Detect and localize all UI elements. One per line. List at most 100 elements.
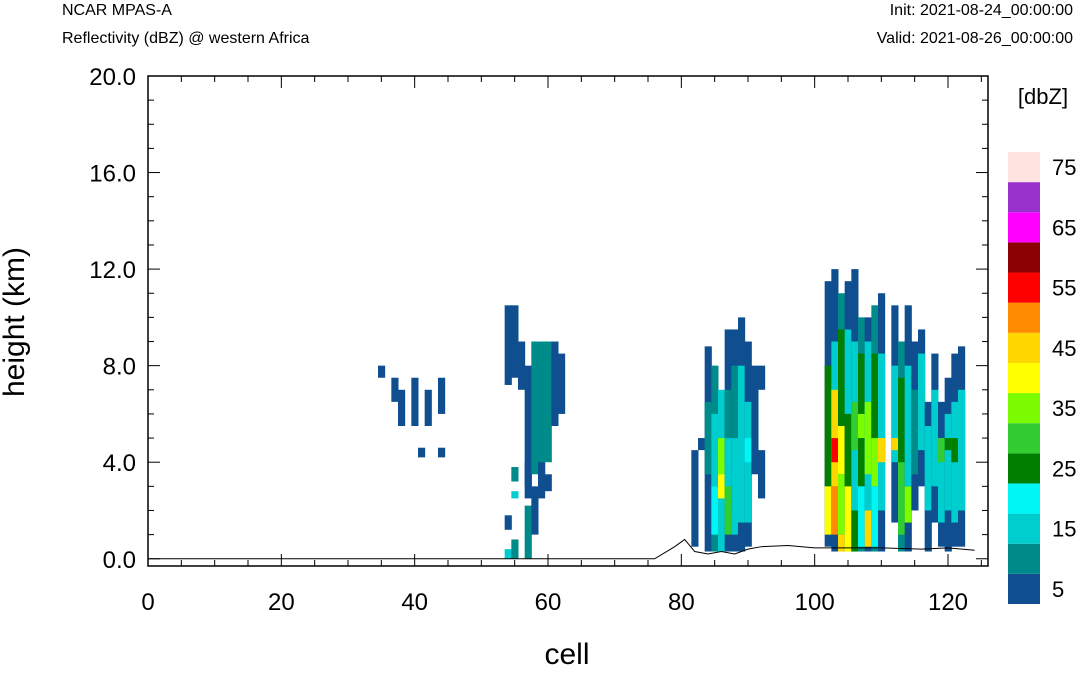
reflectivity-cell — [878, 353, 886, 511]
reflectivity-cell — [838, 329, 846, 439]
colorbar-swatch — [1008, 393, 1040, 424]
reflectivity-cell — [891, 438, 899, 451]
reflectivity-cell — [718, 474, 726, 499]
reflectivity-cell — [838, 426, 846, 475]
colorbar-tick-label: 45 — [1052, 336, 1076, 361]
x-tick-label: 40 — [401, 589, 428, 616]
colorbar-swatch — [1008, 362, 1040, 394]
reflectivity-cell — [711, 486, 719, 535]
reflectivity-cell — [551, 341, 559, 426]
y-tick-label: 20.0 — [89, 64, 136, 91]
reflectivity-cell — [891, 365, 899, 463]
reflectivity-cell — [424, 389, 432, 426]
reflectivity-cell — [758, 450, 766, 499]
reflectivity-cell — [864, 510, 872, 547]
colorbar-swatch — [1008, 242, 1040, 273]
reflectivity-cell — [878, 438, 886, 463]
reflectivity-cell — [504, 515, 512, 530]
colorbar-swatch — [1008, 302, 1040, 333]
colorbar-swatch — [1008, 423, 1040, 454]
reflectivity-cell — [824, 486, 832, 535]
reflectivity-cell — [744, 438, 752, 463]
colorbar-swatch — [1008, 182, 1040, 213]
y-tick-label: 0.0 — [103, 547, 136, 574]
reflectivity-cell — [758, 365, 766, 390]
reflectivity-cell — [938, 438, 946, 523]
reflectivity-cell — [391, 377, 399, 402]
reflectivity-cell — [438, 447, 446, 458]
reflectivity-cell — [718, 438, 726, 475]
reflectivity-cell — [838, 534, 846, 552]
reflectivity-cell — [831, 438, 839, 463]
terrain-line — [148, 538, 975, 560]
reflectivity-cell — [398, 389, 406, 426]
reflectivity-cell — [858, 486, 866, 547]
reflectivity-cell — [918, 353, 926, 451]
reflectivity-cell — [844, 413, 852, 487]
reflectivity-cell — [904, 365, 912, 487]
reflectivity-cell — [851, 401, 859, 451]
reflectivity-cell — [531, 341, 539, 475]
reflectivity-cell — [871, 353, 879, 439]
reflectivity-cell — [724, 486, 732, 535]
reflectivity-cell — [844, 329, 852, 414]
x-tick-label: 20 — [268, 589, 295, 616]
init-time: Init: 2021-08-24_00:00:00 — [889, 2, 1073, 19]
reflectivity-cell — [524, 365, 532, 487]
colorbar-tick-label: 55 — [1052, 276, 1076, 301]
reflectivity-cell — [504, 305, 512, 385]
reflectivity-cell — [698, 438, 706, 451]
y-tick-label: 4.0 — [103, 450, 136, 477]
plot-axes — [147, 75, 989, 567]
reflectivity-cell — [751, 365, 759, 475]
reflectivity-cell — [691, 450, 699, 547]
field-subtitle: Reflectivity (dBZ) @ western Africa — [62, 30, 310, 47]
reflectivity-cell — [438, 377, 446, 414]
colorbar-unit-label: [dbZ] — [1018, 84, 1068, 109]
reflectivity-cell — [724, 389, 732, 463]
reflectivity-cell — [958, 389, 966, 511]
colorbar-swatch — [1008, 332, 1040, 363]
reflectivity-cell — [738, 365, 746, 523]
colorbar-tick-label: 65 — [1052, 215, 1076, 240]
x-tick-label: 0 — [141, 589, 154, 616]
y-tick-label: 12.0 — [89, 257, 136, 284]
reflectivity-cell — [524, 505, 532, 559]
reflectivity-cell — [531, 486, 539, 535]
reflectivity-cell — [504, 549, 512, 559]
plot-frame — [147, 75, 989, 567]
axis-ticks: 0 20 40 60 80 100 120 0.0 4.0 8.0 12.0 16.0 20.0 — [89, 64, 988, 616]
colorbar-swatch — [1008, 152, 1040, 183]
x-tick-label: 120 — [928, 589, 968, 616]
reflectivity-cell — [544, 474, 552, 492]
colorbar-tick-label: 15 — [1052, 517, 1076, 542]
colorbar-swatch — [1008, 483, 1040, 514]
reflectivity-cell — [544, 341, 552, 463]
colorbar-tick-label: 25 — [1052, 456, 1076, 481]
reflectivity-cell — [838, 474, 846, 535]
reflectivity-cell — [844, 486, 852, 552]
reflectivity-cell — [931, 389, 939, 487]
colorbar-swatch — [1008, 212, 1040, 243]
reflectivity-cell — [858, 413, 866, 439]
y-axis-label: height (km) — [0, 247, 31, 397]
colorbar-swatch — [1008, 453, 1040, 484]
reflectivity-cell — [944, 438, 952, 451]
reflectivity-cell — [378, 365, 386, 378]
colorbar-tick-label: 35 — [1052, 396, 1076, 421]
colorbar-tick-label: 5 — [1052, 577, 1064, 602]
reflectivity-cell — [538, 341, 546, 487]
reflectivity-cell — [511, 305, 519, 378]
x-tick-label: 100 — [795, 589, 835, 616]
x-tick-label: 80 — [668, 589, 695, 616]
reflectivity-cell — [511, 467, 519, 482]
reflectivity-cell — [851, 510, 859, 552]
reflectivity-cell — [511, 491, 519, 499]
reflectivity-cell — [731, 438, 739, 535]
reflectivity-cells — [378, 269, 966, 559]
reflectivity-cell — [524, 462, 532, 499]
reflectivity-cell — [711, 413, 719, 487]
reflectivity-cell — [871, 486, 879, 547]
reflectivity-cell — [924, 426, 932, 511]
